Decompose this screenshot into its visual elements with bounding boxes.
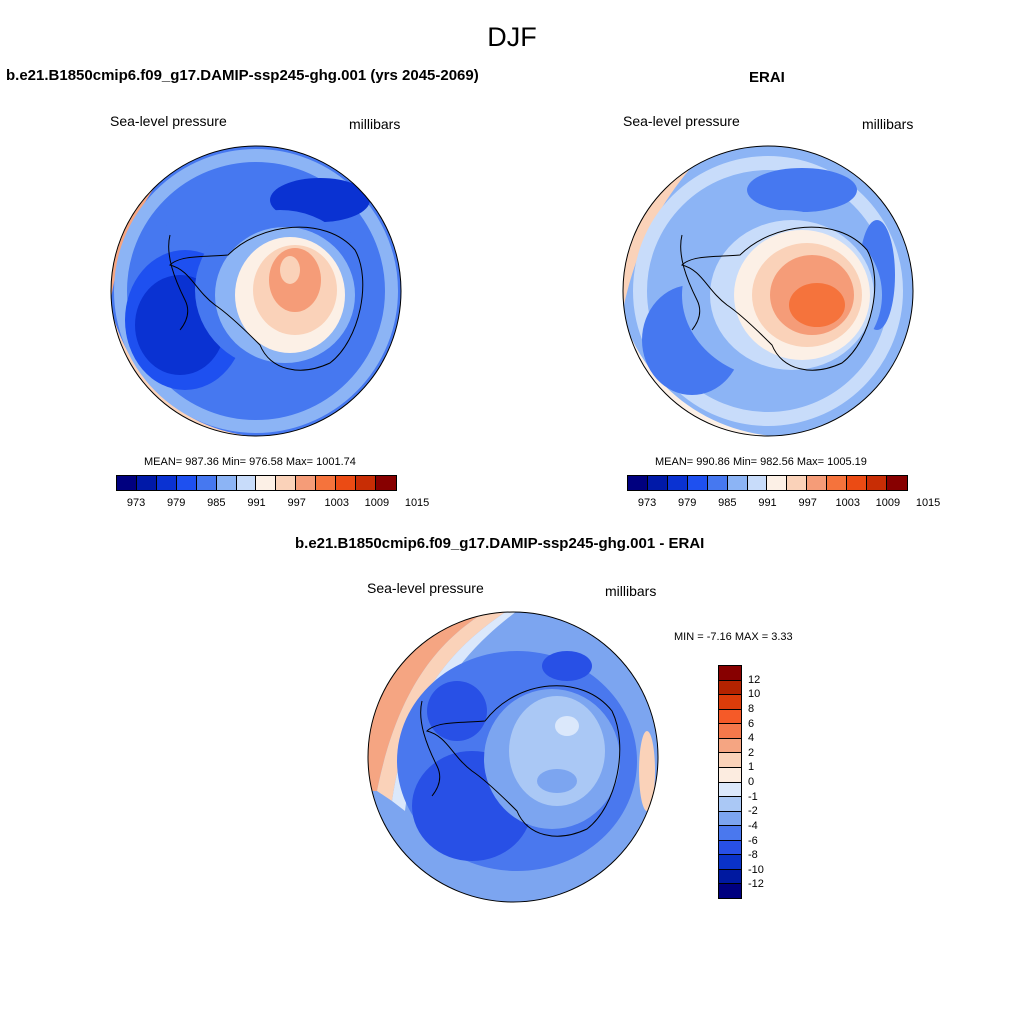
colorbar-swatch <box>719 797 741 812</box>
colorbar-tick-label: 1003 <box>324 497 350 509</box>
panel-2-units-label: millibars <box>862 116 914 132</box>
colorbar-swatch <box>827 476 848 490</box>
panel-3-variable-label: Sea-level pressure <box>367 580 484 596</box>
colorbar-swatch <box>719 767 741 783</box>
panel-2-colorbar-ticks: 973 979 985 991 997 1003 1009 1015 <box>627 497 940 511</box>
colorbar-swatch <box>356 476 376 490</box>
colorbar-swatch <box>807 476 828 490</box>
panel-2-colorbar <box>627 475 908 491</box>
panel-1-units-label: millibars <box>349 116 401 132</box>
colorbar-swatch <box>719 869 741 885</box>
colorbar-swatch <box>719 782 741 798</box>
colorbar-swatch <box>719 738 741 754</box>
colorbar-swatch <box>667 476 688 490</box>
colorbar-swatch <box>296 476 317 490</box>
colorbar-swatch <box>719 695 741 710</box>
colorbar-swatch <box>719 709 741 725</box>
colorbar-swatch <box>747 476 768 490</box>
colorbar-tick-label: 997 <box>287 497 306 509</box>
panel-2-title: ERAI <box>749 69 785 86</box>
panel-3-stats: MIN = -7.16 MAX = 3.33 <box>674 631 793 643</box>
colorbar-swatch <box>719 753 741 768</box>
colorbar-tick-label: 979 <box>678 497 697 509</box>
panel-2-polar-map <box>622 145 914 437</box>
panel-2-variable-label: Sea-level pressure <box>623 113 740 129</box>
colorbar-swatch <box>719 855 741 870</box>
colorbar-swatch <box>707 476 728 490</box>
colorbar-tick-label: 1015 <box>915 497 941 509</box>
colorbar-tick-label: 2 <box>748 746 755 759</box>
panel-2-stats: MEAN= 990.86 Min= 982.56 Max= 1005.19 <box>655 456 867 468</box>
panel-1-polar-map <box>110 145 402 437</box>
colorbar-swatch <box>727 476 748 490</box>
colorbar-swatch <box>276 476 297 490</box>
panel-3-colorbar-ticks: 12 10 8 6 4 2 1 0 -1 -2 -4 -6 -8 -10 -12 <box>748 665 778 899</box>
colorbar-tick-label: 991 <box>247 497 266 509</box>
colorbar-tick-label: -10 <box>748 863 764 876</box>
colorbar-swatch <box>719 811 741 827</box>
panel-1-variable-label: Sea-level pressure <box>110 113 227 129</box>
colorbar-swatch <box>719 826 741 841</box>
colorbar-swatch <box>847 476 868 490</box>
colorbar-tick-label: 985 <box>718 497 737 509</box>
panel-3-colorbar <box>718 665 742 899</box>
colorbar-swatch <box>719 666 741 681</box>
colorbar-swatch <box>196 476 217 490</box>
panel-1-stats: MEAN= 987.36 Min= 976.58 Max= 1001.74 <box>144 456 356 468</box>
panel-3-polar-map <box>367 611 659 903</box>
colorbar-tick-label: -2 <box>748 805 758 818</box>
colorbar-swatch <box>719 724 741 739</box>
colorbar-tick-label: 10 <box>748 688 761 701</box>
colorbar-swatch <box>647 476 668 490</box>
colorbar-tick-label: 985 <box>207 497 226 509</box>
colorbar-swatch <box>176 476 197 490</box>
colorbar-tick-label: 973 <box>637 497 657 509</box>
colorbar-swatch <box>719 680 741 696</box>
colorbar-swatch <box>787 476 808 490</box>
colorbar-tick-label: 12 <box>748 673 761 686</box>
colorbar-swatch <box>867 476 887 490</box>
colorbar-tick-label: 6 <box>748 717 755 730</box>
colorbar-swatch <box>628 476 648 490</box>
colorbar-tick-label: 0 <box>748 776 755 788</box>
colorbar-swatch <box>316 476 337 490</box>
colorbar-tick-label: -12 <box>748 878 764 891</box>
panel-1-title: b.e21.B1850cmip6.f09_g17.DAMIP-ssp245-gh… <box>6 67 479 84</box>
colorbar-swatch <box>256 476 277 490</box>
colorbar-tick-label: -4 <box>748 819 758 832</box>
colorbar-tick-label: -6 <box>748 834 758 847</box>
panel-3-units-label: millibars <box>605 583 657 599</box>
colorbar-tick-label: 991 <box>758 497 777 509</box>
colorbar-swatch <box>117 476 137 490</box>
colorbar-tick-label: 4 <box>748 732 755 745</box>
colorbar-swatch <box>719 884 741 898</box>
colorbar-tick-label: 973 <box>126 497 146 509</box>
colorbar-swatch <box>687 476 708 490</box>
panel-1-colorbar <box>116 475 397 491</box>
colorbar-tick-label: 1009 <box>364 497 390 509</box>
colorbar-swatch <box>375 476 396 490</box>
colorbar-swatch <box>156 476 177 490</box>
colorbar-tick-label: 997 <box>798 497 817 509</box>
colorbar-tick-label: 979 <box>167 497 186 509</box>
panel-1-colorbar-ticks: 973 979 985 991 997 1003 1009 1015 <box>116 497 429 511</box>
figure-title: DJF <box>487 22 537 52</box>
colorbar-swatch <box>767 476 788 490</box>
colorbar-tick-label: -8 <box>748 849 758 862</box>
colorbar-tick-label: 1015 <box>404 497 430 509</box>
colorbar-swatch <box>719 840 741 856</box>
colorbar-swatch <box>236 476 257 490</box>
colorbar-tick-label: 1003 <box>835 497 861 509</box>
colorbar-swatch <box>216 476 237 490</box>
colorbar-tick-label: 1009 <box>875 497 901 509</box>
colorbar-tick-label: -1 <box>748 790 758 803</box>
colorbar-tick-label: 8 <box>748 702 755 715</box>
colorbar-tick-label: 1 <box>748 761 755 774</box>
colorbar-swatch <box>136 476 157 490</box>
panel-3-title: b.e21.B1850cmip6.f09_g17.DAMIP-ssp245-gh… <box>295 535 705 552</box>
colorbar-swatch <box>336 476 357 490</box>
colorbar-swatch <box>886 476 907 490</box>
